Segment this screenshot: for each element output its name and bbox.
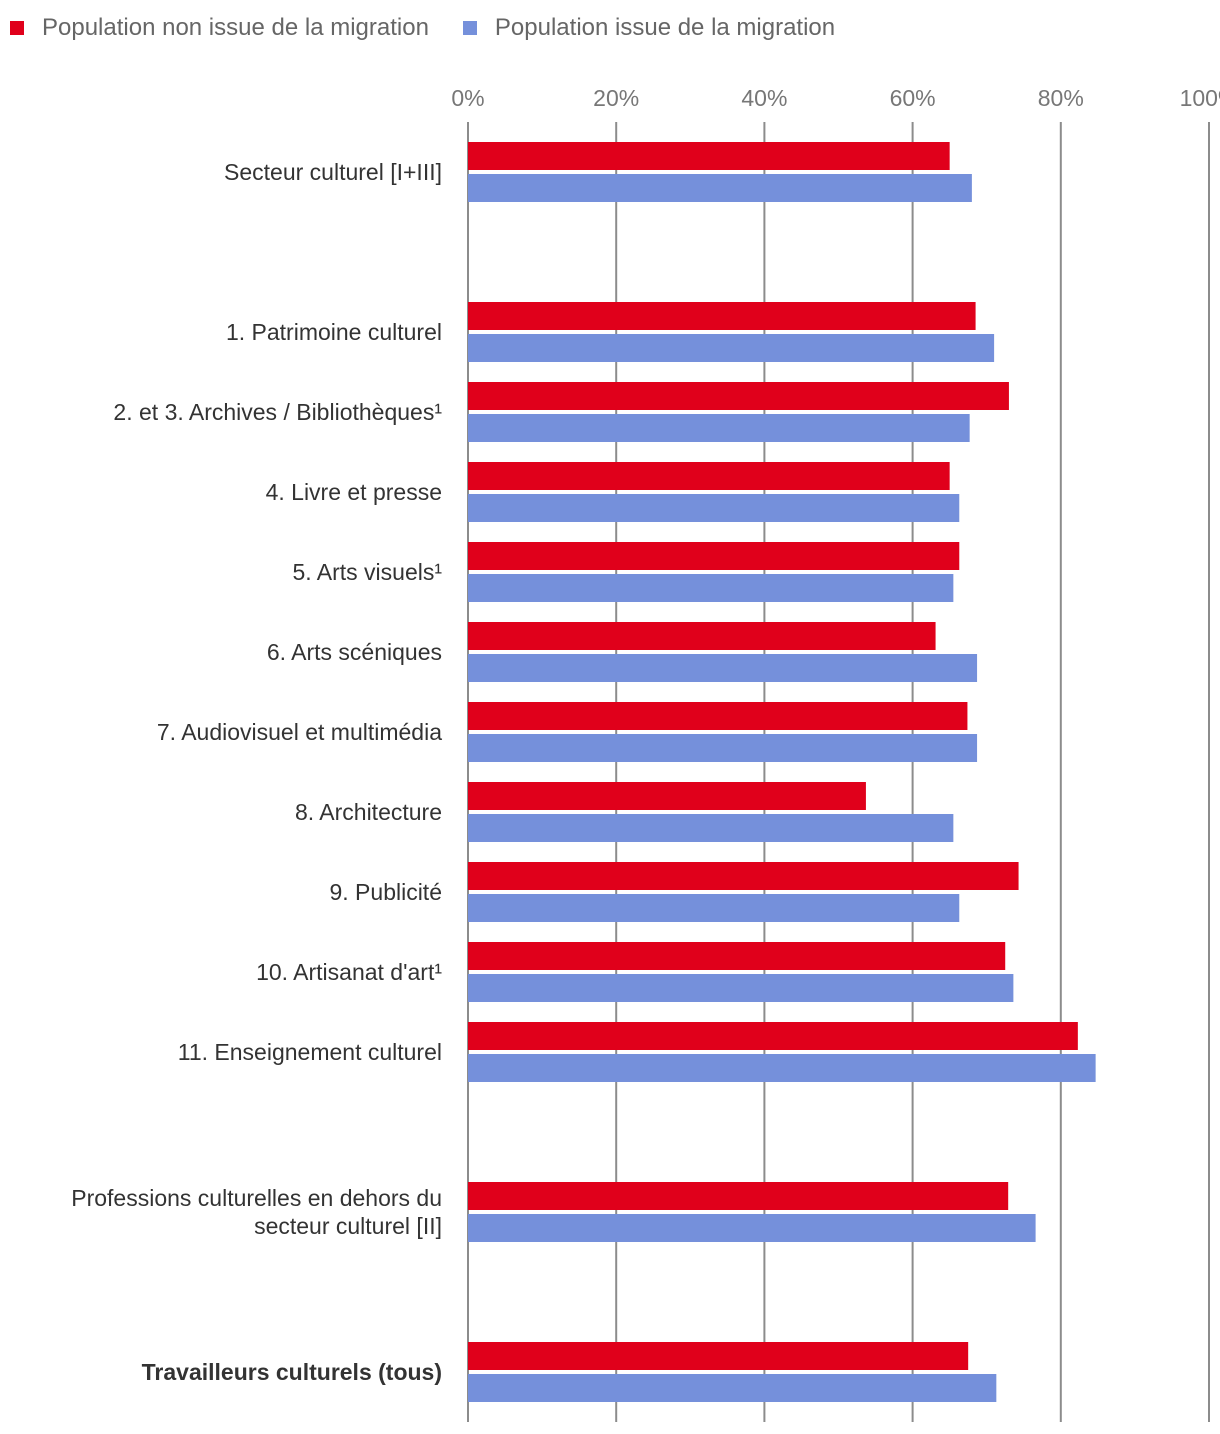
bar-migration (468, 974, 1014, 1002)
legend-item-non-migration[interactable]: Population non issue de la migration (10, 14, 429, 42)
category-label: 6. Arts scéniques (267, 639, 442, 665)
x-tick-label: 0% (451, 85, 484, 111)
bar-non-migration (468, 462, 950, 490)
bar-migration (468, 894, 960, 922)
legend-swatch-non-migration (10, 21, 24, 35)
chart-legend: Population non issue de la migration Pop… (10, 10, 869, 46)
bar-non-migration (468, 542, 960, 570)
bar-migration (468, 174, 972, 202)
legend-label-migration: Population issue de la migration (494, 14, 836, 41)
category-label: 5. Arts visuels¹ (292, 559, 442, 585)
category-label: 2. et 3. Archives / Bibliothèques¹ (113, 399, 442, 425)
bar-migration (468, 1054, 1096, 1082)
bar-non-migration (468, 1342, 969, 1370)
category-label: 8. Architecture (295, 799, 442, 825)
bar-migration (468, 414, 970, 442)
category-label: 9. Publicité (329, 879, 442, 905)
bar-non-migration (468, 1182, 1009, 1210)
x-tick-label: 100% (1180, 85, 1220, 111)
category-label: 1. Patrimoine culturel (226, 319, 442, 345)
bar-migration (468, 1374, 997, 1402)
bar-migration (468, 334, 995, 362)
category-label: 11. Enseignement culturel (178, 1039, 442, 1065)
bar-non-migration (468, 862, 1019, 890)
legend-item-migration[interactable]: Population issue de la migration (462, 14, 836, 42)
bar-migration (468, 494, 960, 522)
bar-migration (468, 574, 954, 602)
category-label: 7. Audiovisuel et multimédia (157, 719, 442, 745)
bar-non-migration (468, 622, 936, 650)
bar-migration (468, 654, 978, 682)
bar-non-migration (468, 142, 950, 170)
bar-migration (468, 1214, 1036, 1242)
x-tick-label: 80% (1038, 85, 1084, 111)
bar-non-migration (468, 302, 976, 330)
category-label: 4. Livre et presse (266, 479, 442, 505)
x-tick-label: 60% (890, 85, 936, 111)
bar-non-migration (468, 1022, 1078, 1050)
category-label: Professions culturelles en dehors du sect… (71, 1185, 442, 1239)
bar-non-migration (468, 942, 1006, 970)
bar-migration (468, 814, 954, 842)
legend-swatch-migration (462, 21, 477, 35)
bar-migration (468, 734, 978, 762)
x-tick-label: 40% (741, 85, 787, 111)
category-label: Travailleurs culturels (tous) (142, 1359, 442, 1385)
x-tick-label: 20% (593, 85, 639, 111)
bar-non-migration (468, 382, 1009, 410)
legend-label-non-migration: Population non issue de la migration (42, 14, 429, 41)
category-label: Secteur culturel [I+III] (224, 159, 442, 185)
category-label: 10. Artisanat d'art¹ (256, 959, 442, 985)
bar-non-migration (468, 702, 968, 730)
bar-non-migration (468, 782, 866, 810)
